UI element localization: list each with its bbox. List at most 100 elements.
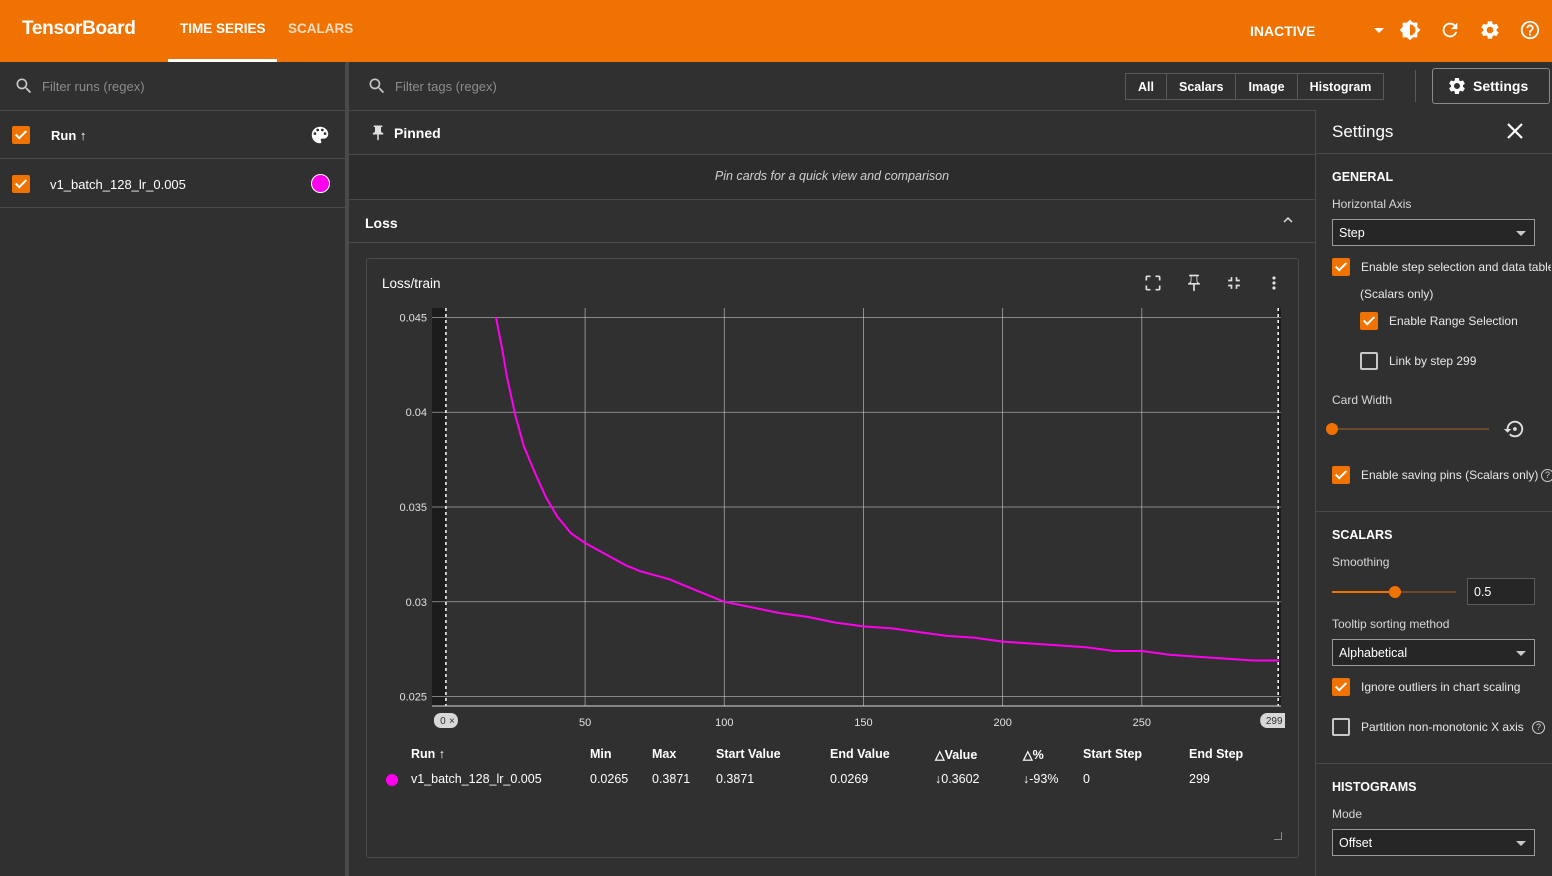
y-tick-label: 0.03 <box>406 597 427 609</box>
chevron-down-icon[interactable] <box>1374 28 1384 33</box>
partition-checkbox[interactable] <box>1332 718 1350 736</box>
search-icon <box>367 76 387 96</box>
histograms-section-title: HISTOGRAMS <box>1332 780 1417 794</box>
search-icon <box>14 76 34 96</box>
series-point <box>862 625 865 628</box>
run-name: v1_batch_128_lr_0.005 <box>50 177 186 192</box>
x-tick-label: 100 <box>715 717 733 729</box>
horizontal-axis-select[interactable]: Step <box>1332 219 1535 246</box>
smoothing-slider-track[interactable] <box>1394 591 1456 593</box>
fullscreen-exit-icon[interactable] <box>1224 273 1244 293</box>
table-cell-end-step: 299 <box>1189 772 1210 786</box>
settings-divider <box>1316 763 1552 764</box>
runs-filter-input[interactable]: Filter runs (regex) <box>42 79 145 94</box>
more-vert-icon[interactable] <box>1264 273 1284 293</box>
series-point <box>514 415 517 417</box>
link-by-step-label: Link by step 299 <box>1389 354 1477 368</box>
filter-image-button[interactable]: Image <box>1236 74 1298 99</box>
series-point <box>1277 659 1280 662</box>
series-point <box>723 600 726 603</box>
pinned-title: Pinned <box>394 125 441 141</box>
close-icon[interactable] <box>1506 122 1524 140</box>
smoothing-input[interactable]: 0.5 <box>1467 578 1535 605</box>
filter-histogram-button[interactable]: Histogram <box>1309 80 1372 94</box>
runs-panel <box>0 62 345 876</box>
run-checkbox[interactable] <box>12 175 30 193</box>
series-point <box>598 549 600 552</box>
tooltip-sort-label: Tooltip sorting method <box>1332 617 1450 631</box>
card-title: Loss/train <box>382 276 441 291</box>
table-header-start-step: Start Step <box>1083 747 1143 761</box>
filter-all-button[interactable]: All <box>1126 74 1167 99</box>
help-icon[interactable]: ? <box>1532 721 1545 734</box>
smoothing-slider-thumb[interactable] <box>1389 586 1401 598</box>
histogram-mode-label: Mode <box>1332 807 1363 821</box>
range-end-label: 299 <box>1266 716 1283 727</box>
partition-label: Partition non-monotonic X axis <box>1361 720 1524 734</box>
active-tab-indicator <box>168 59 277 62</box>
filter-scalars-button[interactable]: Scalars <box>1167 74 1237 99</box>
refresh-icon[interactable] <box>1439 19 1461 41</box>
theme-toggle-icon[interactable] <box>1399 19 1421 41</box>
series-point <box>779 612 781 614</box>
select-all-runs-checkbox[interactable] <box>12 126 30 144</box>
table-header-delta-value: △Value <box>935 748 978 762</box>
pinned-empty-message: Pin cards for a quick view and compariso… <box>349 155 1315 200</box>
step-selection-checkbox[interactable] <box>1332 258 1350 276</box>
loss-group-header[interactable]: Loss <box>349 201 1315 243</box>
tab-scalars[interactable]: SCALARS <box>288 21 354 36</box>
series-point <box>1196 655 1199 658</box>
ignore-outliers-checkbox[interactable] <box>1332 678 1350 696</box>
range-start-chip[interactable] <box>433 713 458 728</box>
card-width-slider-thumb[interactable] <box>1326 423 1338 435</box>
series-point <box>612 557 614 559</box>
pinned-section-header: Pinned <box>349 111 1315 155</box>
help-icon[interactable]: ? <box>1541 469 1552 482</box>
series-point <box>626 564 628 567</box>
settings-divider <box>1316 511 1552 512</box>
run-column-header[interactable]: Run ↑ <box>51 128 87 143</box>
chevron-up-icon[interactable] <box>1279 211 1297 229</box>
panel-resize-handle[interactable] <box>345 62 349 876</box>
series-point <box>653 574 656 577</box>
table-header-run[interactable]: Run ↑ <box>411 747 446 761</box>
range-selection-checkbox[interactable] <box>1360 312 1378 330</box>
smoothing-label: Smoothing <box>1332 555 1390 569</box>
saving-pins-checkbox[interactable] <box>1332 466 1350 484</box>
settings-button[interactable]: Settings <box>1432 68 1550 104</box>
settings-divider <box>1316 153 1552 154</box>
table-cell-run: v1_batch_128_lr_0.005 <box>411 772 542 786</box>
pin-icon[interactable] <box>1184 273 1204 293</box>
card-width-slider-track[interactable] <box>1332 428 1489 430</box>
settings-gear-icon[interactable] <box>1479 19 1501 41</box>
range-start-label: 0 <box>440 716 446 727</box>
series-point <box>1001 640 1004 643</box>
loss-line-chart[interactable]: 50 100 150 200 250 0.025 0.03 0.035 0.04 0.045 0 × 2… <box>380 300 1285 740</box>
y-tick-label: 0.035 <box>399 502 427 514</box>
table-cell-min: 0.0265 <box>590 772 629 786</box>
table-header-max: Max <box>652 747 677 761</box>
series-point <box>584 542 586 544</box>
pin-icon <box>369 123 385 143</box>
tooltip-sort-select[interactable]: Alphabetical <box>1332 639 1535 666</box>
table-cell-delta-pct: ↓-93% <box>1023 772 1059 786</box>
run-row[interactable]: v1_batch_128_lr_0.005 <box>0 160 345 208</box>
table-cell-start-value: 0.3871 <box>716 772 755 786</box>
reload-status-select[interactable]: INACTIVE <box>1250 23 1316 39</box>
series-point <box>806 616 809 618</box>
scalars-only-note: (Scalars only) <box>1360 287 1434 301</box>
card-resize-handle[interactable] <box>1274 832 1282 840</box>
smoothing-slider-fill[interactable] <box>1332 591 1394 593</box>
help-icon[interactable] <box>1519 19 1541 41</box>
link-by-step-checkbox[interactable] <box>1360 352 1378 370</box>
reset-icon[interactable] <box>1503 418 1525 440</box>
fit-domain-icon[interactable] <box>1143 273 1163 293</box>
histogram-mode-select[interactable]: Offset <box>1332 829 1535 856</box>
tags-filter-input[interactable]: Filter tags (regex) <box>395 79 497 94</box>
tags-filter-row: Filter tags (regex) <box>349 62 1552 111</box>
palette-icon[interactable] <box>309 124 331 146</box>
range-end-chip[interactable] <box>1260 713 1285 728</box>
tab-time-series[interactable]: TIME SERIES <box>180 21 266 36</box>
series-point <box>545 496 547 499</box>
run-color-swatch[interactable] <box>311 174 330 193</box>
